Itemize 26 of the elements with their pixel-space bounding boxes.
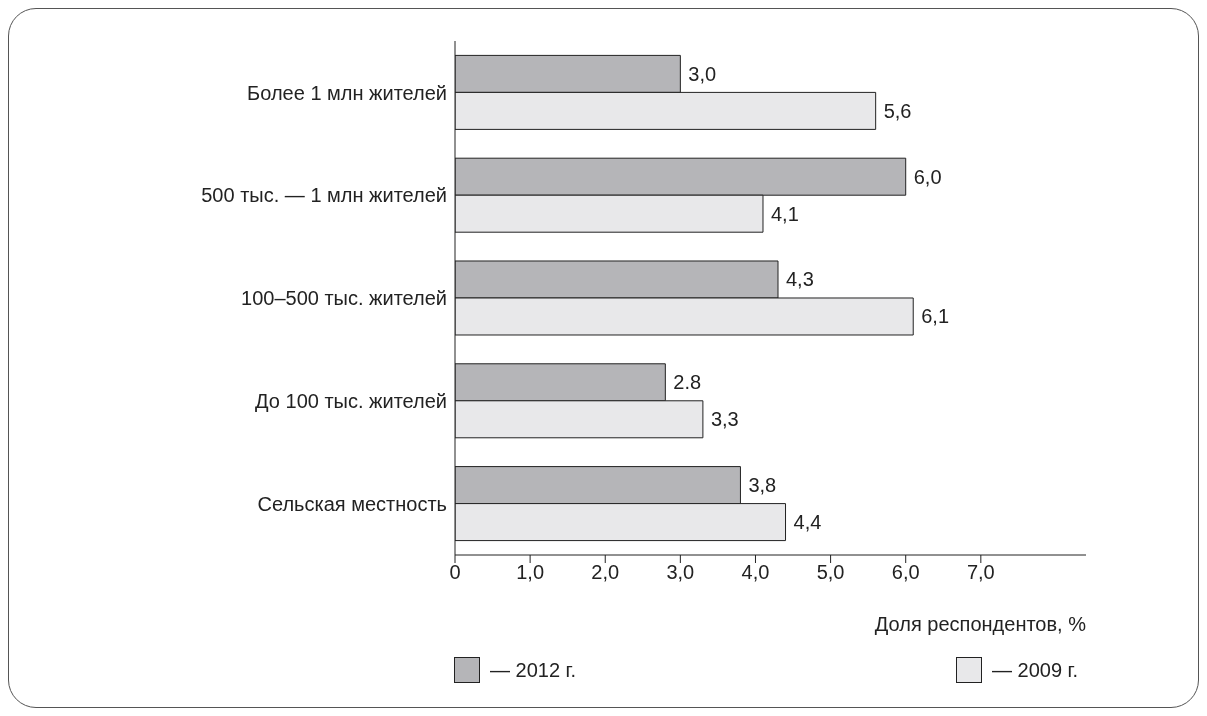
y-tick-label: 500 тыс. — 1 млн жителей <box>201 184 447 207</box>
y-tick-label: Сельская местность <box>257 492 447 515</box>
y-tick-label: Более 1 млн жителей <box>247 81 447 104</box>
x-tick-label: 3,0 <box>666 561 695 584</box>
data-label: 6,0 <box>913 165 942 188</box>
x-tick-label: 4,0 <box>741 561 770 584</box>
data-label: 6,1 <box>921 305 950 328</box>
legend-label: — 2009 г. <box>991 658 1078 682</box>
data-label: 5,6 <box>883 99 912 122</box>
x-axis-title: Доля респондентов, % <box>874 613 1086 636</box>
data-label: 4,3 <box>786 268 814 291</box>
y-tick-label: До 100 тыс. жителей <box>255 389 447 412</box>
data-label: 2.8 <box>673 371 702 394</box>
x-tick-label: 5,0 <box>816 561 845 584</box>
x-tick-label: 0 <box>449 561 461 584</box>
legend-label: — 2012 г. <box>490 658 577 682</box>
x-tick-label: 7,0 <box>966 561 995 584</box>
y-tick-label: 100–500 тыс. жителей <box>241 287 447 310</box>
data-label: 4,1 <box>770 202 799 225</box>
x-tick-label: 2,0 <box>591 561 620 584</box>
x-tick-label: 6,0 <box>891 561 920 584</box>
data-label: 3,3 <box>710 408 739 431</box>
data-label: 3,8 <box>748 474 777 497</box>
data-label: 4,4 <box>793 511 822 534</box>
data-label: 3,0 <box>688 62 717 85</box>
x-tick-label: 1,0 <box>516 561 545 584</box>
